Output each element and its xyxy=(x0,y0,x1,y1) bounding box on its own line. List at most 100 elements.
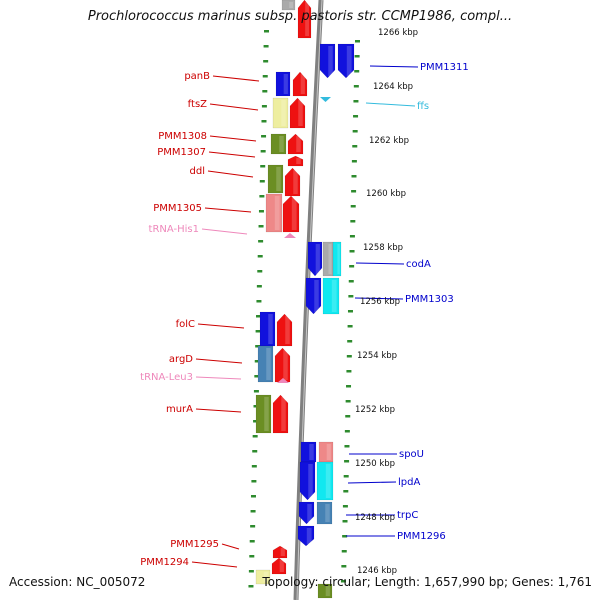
gene-feature xyxy=(299,461,316,501)
tick-mark xyxy=(250,495,256,498)
gene-shade xyxy=(291,198,297,230)
trna-leu-marker xyxy=(277,378,289,383)
label-leader xyxy=(197,323,245,329)
tick-mark xyxy=(249,540,255,543)
tick-mark xyxy=(354,70,360,73)
tick-mark xyxy=(252,435,258,438)
gene-shade xyxy=(328,46,333,76)
tick-mark xyxy=(262,75,268,78)
scale-label: 1258 kbp xyxy=(363,243,403,253)
tick-mark xyxy=(262,90,268,93)
gene-shade xyxy=(279,560,284,572)
gene-feature xyxy=(275,71,291,97)
scale-label: 1266 kbp xyxy=(378,28,418,38)
label-leader xyxy=(207,170,254,178)
tick-mark xyxy=(255,330,261,333)
gene-shade xyxy=(293,170,298,194)
scale-label: 1246 kbp xyxy=(357,566,397,576)
label-leader xyxy=(369,65,419,68)
gene-shade xyxy=(268,314,273,344)
tick-mark xyxy=(347,310,353,313)
tick-mark xyxy=(348,280,354,283)
tick-mark xyxy=(344,445,350,448)
tick-mark xyxy=(261,105,267,108)
left-gene-label: PMM1294 xyxy=(140,557,189,568)
tick-mark xyxy=(253,390,259,393)
left-gene-label: PMM1305 xyxy=(153,203,202,214)
gene-feature xyxy=(307,241,323,277)
tick-mark xyxy=(256,285,262,288)
gene-shade xyxy=(325,464,331,498)
gene-feature xyxy=(272,97,289,129)
tick-mark xyxy=(251,465,257,468)
gene-feature xyxy=(319,43,336,79)
gene-feature xyxy=(284,167,301,197)
tick-mark xyxy=(346,385,352,388)
gene-shade xyxy=(300,74,305,94)
left-gene-label: tRNA-Leu3 xyxy=(140,372,193,383)
tick-mark xyxy=(260,165,266,168)
tick-mark xyxy=(258,225,264,228)
gene-feature xyxy=(317,583,333,599)
gene-shade xyxy=(346,46,352,76)
gene-shade xyxy=(296,136,301,152)
left-gene-label: PMM1295 xyxy=(170,539,219,550)
left-gene-label: ftsZ xyxy=(188,99,207,110)
tick-mark xyxy=(254,375,260,378)
gene-feature xyxy=(259,311,276,347)
label-leader xyxy=(221,543,240,550)
label-leader xyxy=(208,151,256,158)
tick-mark xyxy=(354,55,360,58)
gene-feature xyxy=(272,545,288,559)
tick-mark xyxy=(251,480,257,483)
tick-mark xyxy=(254,360,260,363)
gene-feature xyxy=(287,155,304,167)
right-gene-label: PMM1296 xyxy=(397,531,446,542)
gene-feature xyxy=(276,313,293,347)
tick-mark xyxy=(257,270,263,273)
tick-mark xyxy=(342,520,348,523)
scale-labels: 1266 kbp 1264 kbp 1262 kbp 1260 kbp 1258 kbp… xyxy=(355,28,418,576)
right-gene-label: codA xyxy=(406,259,431,270)
gene-features xyxy=(255,0,355,599)
right-gene-label: PMM1311 xyxy=(420,62,469,73)
tick-mark xyxy=(259,195,265,198)
gene-shade xyxy=(283,350,288,380)
scale-label: 1248 kbp xyxy=(355,513,395,523)
gene-feature xyxy=(272,394,289,434)
gene-feature xyxy=(300,441,317,463)
tick-mark xyxy=(349,235,355,238)
left-gene-label: panB xyxy=(184,71,210,82)
gene-feature xyxy=(322,277,340,315)
label-leader xyxy=(195,358,243,364)
label-leader xyxy=(201,228,248,235)
gene-shade xyxy=(309,444,314,460)
tick-mark xyxy=(345,400,351,403)
tick-mark xyxy=(258,240,264,243)
gene-shade xyxy=(325,504,330,522)
tick-mark xyxy=(341,565,347,568)
gene-feature xyxy=(298,501,315,525)
gene-shade xyxy=(298,100,303,126)
tick-mark xyxy=(346,355,352,358)
scale-label: 1254 kbp xyxy=(357,351,397,361)
tick-mark xyxy=(353,115,359,118)
gene-shade xyxy=(281,100,286,126)
tick-mark xyxy=(349,265,355,268)
right-gene-label: ffs xyxy=(417,101,429,112)
gene-shade xyxy=(266,348,271,380)
tick-mark xyxy=(351,175,357,178)
tick-mark xyxy=(257,255,263,258)
left-gene-label: ddl xyxy=(190,166,205,177)
tick-mark xyxy=(344,430,350,433)
gene-shade xyxy=(307,504,312,522)
left-gene-label: murA xyxy=(166,404,193,415)
left-gene-label: PMM1308 xyxy=(158,131,207,142)
tick-mark xyxy=(352,130,358,133)
right-gene-label: trpC xyxy=(397,510,418,521)
ffs-marker xyxy=(320,97,331,102)
gene-feature xyxy=(297,525,315,547)
gene-feature xyxy=(255,569,271,585)
tick-mark xyxy=(349,250,355,253)
gene-shade xyxy=(280,548,285,556)
